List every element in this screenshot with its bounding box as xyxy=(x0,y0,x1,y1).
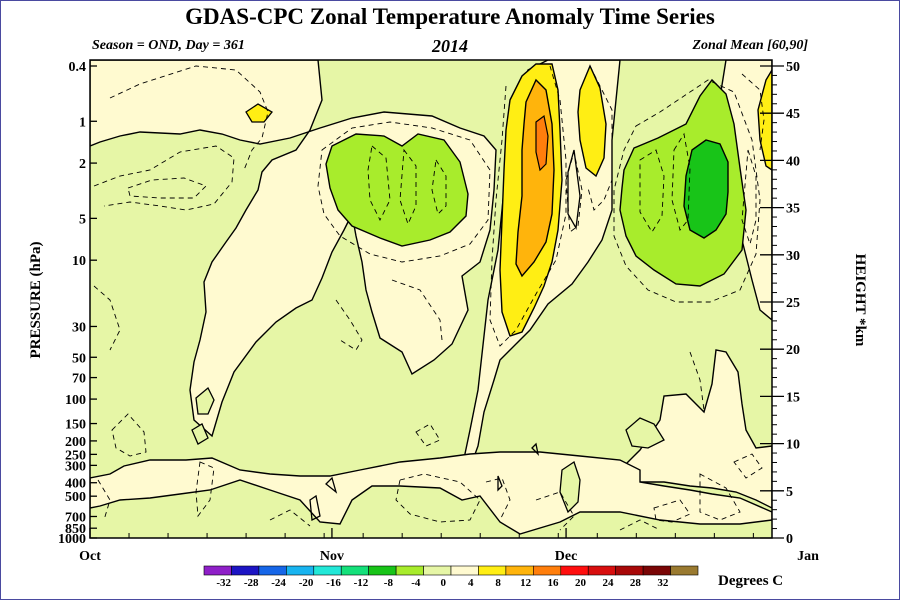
dashed-contours xyxy=(93,65,765,531)
colorbar-swatch xyxy=(450,565,479,576)
colorbar-swatch xyxy=(258,565,287,576)
height-tick-label: 50 xyxy=(786,60,800,75)
season-label: Season = OND, Day = 361 xyxy=(92,38,245,53)
colorbar-level-label: 20 xyxy=(575,577,587,589)
colorbar-level-label: -32 xyxy=(216,577,231,589)
height-tick-label: 10 xyxy=(786,438,800,453)
colorbar-level-label: 4 xyxy=(468,577,474,589)
colorbar-swatch xyxy=(286,565,315,576)
pressure-tick-label: 70 xyxy=(72,372,86,387)
yellow-region-late-dec xyxy=(757,68,772,171)
redorange-region-dec xyxy=(535,114,549,172)
pressure-tick-label: 10 xyxy=(72,254,86,269)
pressure-tick-label: 30 xyxy=(72,320,86,335)
height-tick-label: 25 xyxy=(786,296,800,311)
height-tick-label: 15 xyxy=(786,390,800,405)
height-tick-label: 0 xyxy=(786,532,793,547)
colorbar-level-label: -4 xyxy=(411,577,421,589)
pressure-tick-label: 200 xyxy=(65,435,86,450)
colorbar-swatch xyxy=(368,565,397,576)
colorbar-level-label: 24 xyxy=(602,577,614,589)
colorbar-swatch xyxy=(313,565,342,576)
colorbar-level-label: 8 xyxy=(495,577,501,589)
colorbar-swatch xyxy=(533,565,562,576)
colorbar-swatch xyxy=(670,565,699,576)
height-tick-label: 20 xyxy=(786,343,800,358)
colorbar-swatch xyxy=(587,565,616,576)
pressure-tick-label: 850 xyxy=(65,522,86,537)
year-label: 2014 xyxy=(432,36,468,56)
colorbar-swatch xyxy=(505,565,534,576)
colorbar-swatch xyxy=(478,565,507,576)
colorbar-level-label: -16 xyxy=(326,577,341,589)
contour-fields xyxy=(90,60,772,538)
month-tick-label: Nov xyxy=(320,549,344,564)
height-tick-label: 30 xyxy=(786,249,800,264)
colorbar-swatch xyxy=(395,565,424,576)
height-tick-label: 40 xyxy=(786,154,800,169)
pressure-tick-label: 300 xyxy=(65,459,86,474)
colorbar-level-label: -8 xyxy=(384,577,394,589)
colorbar-level-label: -20 xyxy=(299,577,314,589)
colorbar-swatch xyxy=(203,565,232,576)
month-ticks: Oct Nov Dec Jan xyxy=(79,528,819,564)
colorbar-swatch xyxy=(615,565,644,576)
chart-title: GDAS-CPC Zonal Temperature Anomaly Time … xyxy=(185,4,715,29)
height-tick-label: 5 xyxy=(786,485,793,500)
pressure-tick-label: 50 xyxy=(72,351,86,366)
pressure-tick-label: 2 xyxy=(79,157,86,172)
colorbar-level-label: 32 xyxy=(657,577,669,589)
colorbar-level-label: -12 xyxy=(354,577,369,589)
y-axis-label-left: PRESSURE (hPa) xyxy=(28,241,44,358)
solid-small-contours xyxy=(309,149,581,522)
y-axis-label-right: HEIGHT *km xyxy=(852,254,868,347)
colorbar-swatch xyxy=(340,565,369,576)
pressure-tick-label: 1000 xyxy=(58,532,86,547)
pressure-tick-label: 700 xyxy=(65,510,86,525)
warm-region-bottom xyxy=(90,451,772,535)
height-ticks: 0 5 10 15 20 25 30 35 40 45 50 xyxy=(760,60,800,547)
plot-border xyxy=(89,59,773,539)
colorbar-level-label: -28 xyxy=(244,577,259,589)
colorbar-level-label: 12 xyxy=(520,577,532,589)
pressure-tick-label: 0.4 xyxy=(69,60,87,75)
pressure-tick-label: 500 xyxy=(65,490,86,505)
month-tick-label: Oct xyxy=(79,549,101,564)
colorbar-swatch xyxy=(560,565,589,576)
zonal-mean-label: Zonal Mean [60,90] xyxy=(692,38,809,53)
colorbar-swatch xyxy=(231,565,260,576)
pressure-tick-label: 5 xyxy=(79,212,86,227)
pressure-tick-label: 250 xyxy=(65,448,86,463)
green-region-nov xyxy=(325,133,469,247)
pressure-tick-label: 400 xyxy=(65,477,86,492)
yellow-blob-oct xyxy=(245,103,273,123)
pressure-tick-label: 100 xyxy=(65,393,86,408)
height-tick-label: 35 xyxy=(786,202,800,217)
cool-pocket-1 xyxy=(195,386,215,415)
colorbar: -32 -28 -24 -20 -16 -12 -8 -4 0 4 8 12 16 20 24 28 32 xyxy=(203,565,699,589)
month-tick-label: Jan xyxy=(797,549,819,564)
warm-region-lower-right xyxy=(618,349,772,509)
height-tick-label: 45 xyxy=(786,107,800,122)
colorbar-swatch xyxy=(423,565,452,576)
colorbar-swatch xyxy=(642,565,671,576)
colorbar-label: Degrees C xyxy=(718,573,783,589)
green-region-dec-inner xyxy=(683,139,729,239)
pressure-tick-label: 150 xyxy=(65,418,86,433)
cool-pocket-4 xyxy=(559,460,581,514)
colorbar-level-label: -24 xyxy=(271,577,286,589)
pressure-tick-label: 1 xyxy=(79,115,86,130)
colorbar-level-label: 0 xyxy=(441,577,447,589)
colorbar-level-label: 16 xyxy=(548,577,560,589)
cool-pocket-3 xyxy=(625,417,665,449)
cool-pocket-2 xyxy=(191,423,209,445)
green-region-dec-outer xyxy=(619,78,747,287)
month-tick-label: Dec xyxy=(555,549,578,564)
colorbar-level-label: 28 xyxy=(630,577,642,589)
